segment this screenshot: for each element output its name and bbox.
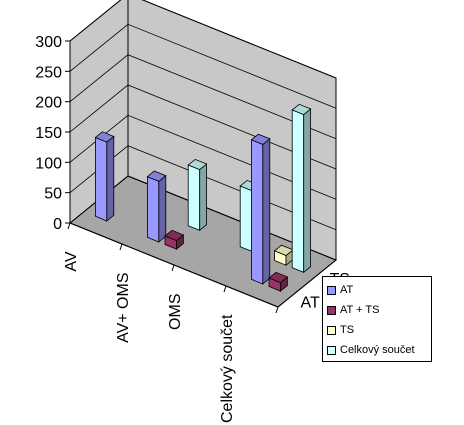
bar-front xyxy=(146,176,160,243)
bar-top xyxy=(250,133,271,145)
tick-labels: 0 50 100 150 200 250 300 AV AV+ OMS OMS Celkový so… xyxy=(35,34,350,423)
x-tick-label: Celkový součet xyxy=(219,314,236,423)
y-tick-label: 200 xyxy=(35,95,62,112)
legend-item: Celkový součet xyxy=(327,340,431,360)
bar xyxy=(273,244,294,267)
legend-label: AT + TS xyxy=(340,304,380,316)
gridline xyxy=(69,23,337,109)
bar xyxy=(146,170,167,243)
y-tick-label: 50 xyxy=(44,186,62,203)
bar-front xyxy=(187,164,201,231)
x-tick-label: AV xyxy=(63,251,80,271)
legend: AT AT + TS TS Celkový součet xyxy=(322,276,432,362)
bar-side xyxy=(303,108,312,274)
bar xyxy=(250,133,271,285)
y-tick-label: 250 xyxy=(35,64,62,81)
legend-label: TS xyxy=(340,324,355,336)
bar xyxy=(187,158,208,232)
x-tick xyxy=(67,222,71,230)
legend-label: Celkový součet xyxy=(340,344,415,356)
bar-top xyxy=(268,271,289,284)
bar xyxy=(94,131,115,222)
gridline xyxy=(69,0,337,79)
x-tick-label: OMS xyxy=(167,294,184,330)
bar-side xyxy=(158,174,167,243)
legend-swatch-ts xyxy=(327,325,336,335)
bar-top xyxy=(291,103,312,116)
bar-front xyxy=(291,109,305,273)
x-tick xyxy=(275,306,279,314)
legend-item: AT + TS xyxy=(327,300,431,320)
bar-top xyxy=(187,158,208,171)
legend-item: AT xyxy=(327,280,431,300)
legend-swatch-at xyxy=(327,285,336,295)
y-tick-label: 100 xyxy=(35,155,62,172)
bar-top xyxy=(164,229,185,242)
depth-axis-line xyxy=(277,259,337,308)
bar-front xyxy=(95,136,108,222)
bar-side xyxy=(262,137,271,285)
legend-label: AT xyxy=(340,284,354,296)
gridline xyxy=(69,54,337,140)
bar-top xyxy=(146,170,167,182)
bar-front xyxy=(250,139,264,285)
bar xyxy=(268,271,289,292)
bar-top xyxy=(94,131,115,143)
x-tick-label: AV+ OMS xyxy=(115,273,132,343)
y-tick-label: 300 xyxy=(35,34,62,51)
y-tick-label: 0 xyxy=(53,216,62,233)
depth-tick-label: AT xyxy=(301,294,320,311)
legend-item: TS xyxy=(327,320,431,340)
bar-front xyxy=(239,185,253,252)
legend-swatch-celkovy xyxy=(327,345,336,355)
bars xyxy=(94,103,312,292)
bar xyxy=(164,229,185,250)
x-tick xyxy=(223,285,227,293)
x-tick xyxy=(171,264,175,272)
axes xyxy=(65,40,337,314)
x-tick xyxy=(119,243,123,251)
bar-side xyxy=(106,135,115,222)
y-tick-label: 150 xyxy=(35,125,62,142)
legend-swatch-at-ts xyxy=(327,305,336,315)
bar xyxy=(291,103,312,274)
bar-side xyxy=(199,163,208,232)
